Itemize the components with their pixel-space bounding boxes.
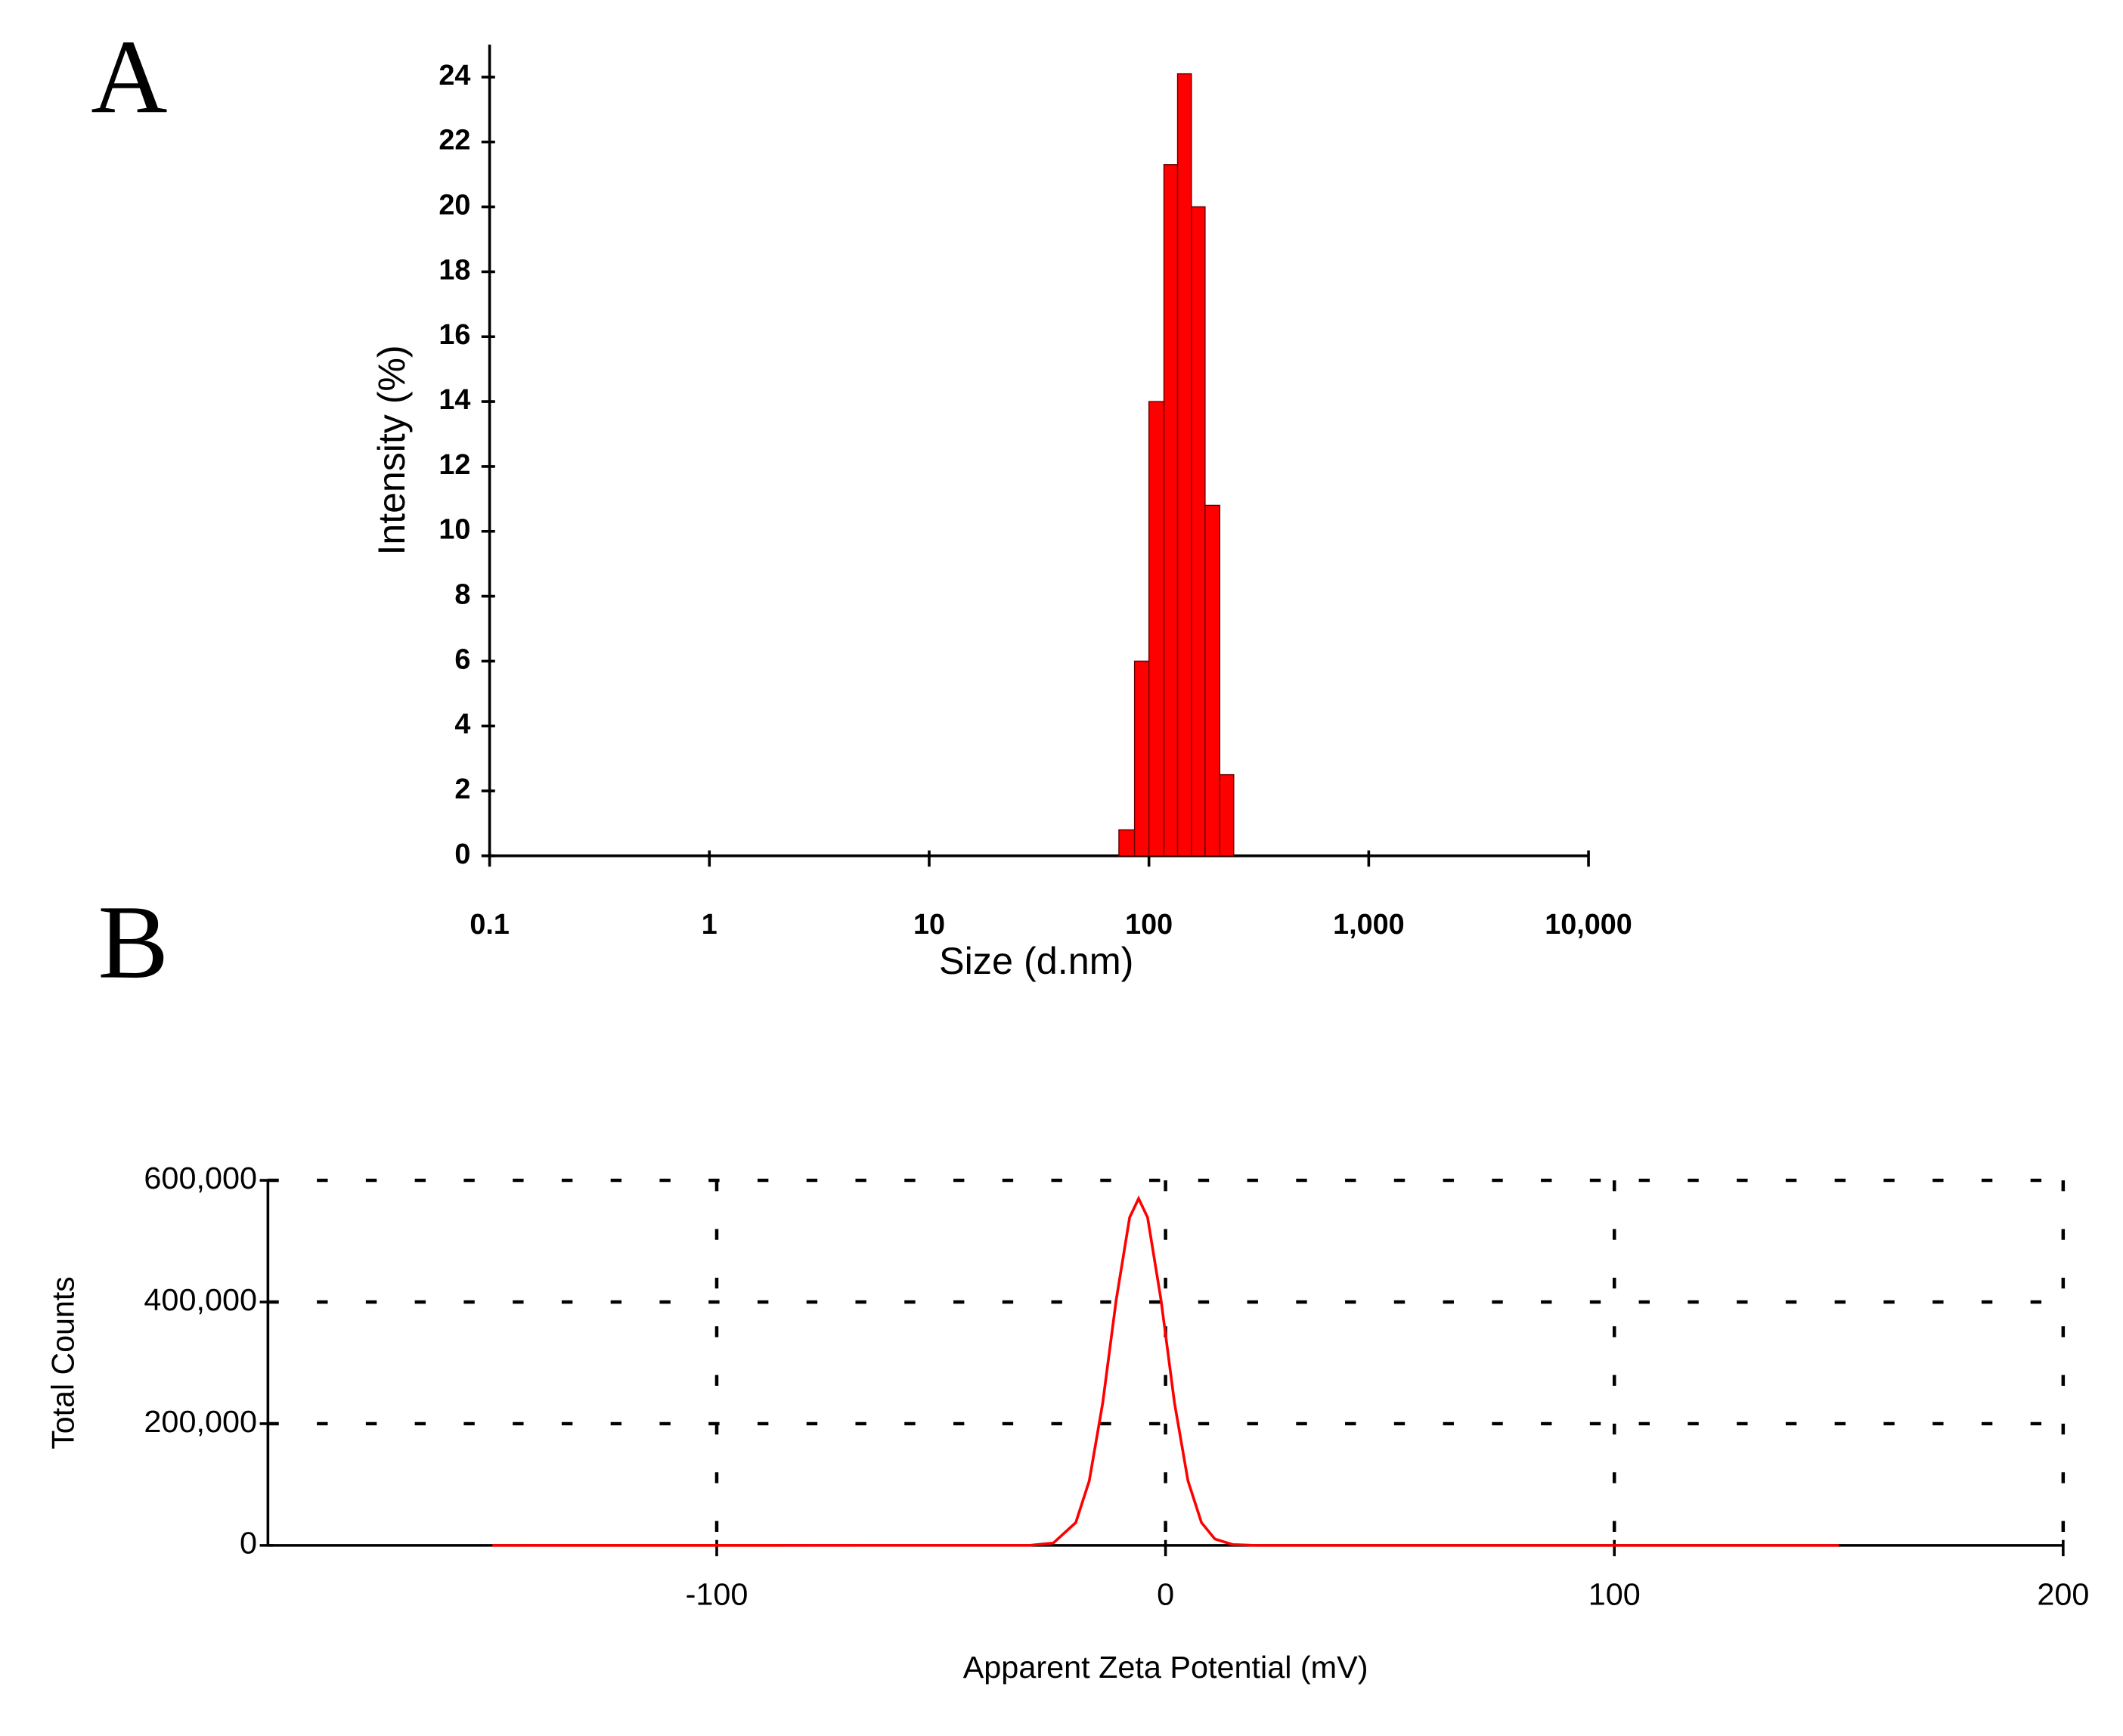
bar <box>1133 660 1150 857</box>
y-tick-label: 14 <box>439 383 470 415</box>
bar <box>1163 164 1179 857</box>
x-tick-label: 1 <box>702 908 717 940</box>
bar <box>1219 773 1235 857</box>
bar <box>1191 206 1206 857</box>
y-tick-label: 10 <box>439 513 470 545</box>
y-tick-label: 200,000 <box>144 1404 257 1439</box>
y-tick-label: 4 <box>454 708 470 739</box>
y-tick-label: 18 <box>439 253 470 285</box>
y-tick-label: 400,000 <box>144 1282 257 1317</box>
y-axis-label: Intensity (%) <box>370 345 413 555</box>
y-tick-label: 6 <box>454 643 470 674</box>
bar <box>1148 401 1165 857</box>
panel-label: A <box>91 19 167 136</box>
y-tick-label: 24 <box>439 59 470 91</box>
y-tick-label: 22 <box>439 124 470 156</box>
bar <box>1204 504 1221 857</box>
y-tick-label: 8 <box>454 578 470 610</box>
y-tick-label: 20 <box>439 189 470 221</box>
x-tick-label: -100 <box>686 1577 748 1612</box>
y-tick-label: 0 <box>454 838 470 870</box>
y-tick-label: 600,000 <box>144 1161 257 1195</box>
y-tick-label: 12 <box>439 448 470 480</box>
x-tick-label: 100 <box>1588 1577 1641 1612</box>
line <box>492 1195 1839 1547</box>
x-tick-label: 0 <box>1157 1577 1174 1612</box>
x-tick-label: 10 <box>913 908 945 940</box>
y-tick-label: 0 <box>240 1526 257 1561</box>
y-tick-label: 16 <box>439 318 470 350</box>
x-tick-label: 100 <box>1125 908 1173 940</box>
y-axis-label: Total Counts <box>45 1276 80 1449</box>
bar <box>1118 829 1136 857</box>
x-axis-label: Size (d.nm) <box>939 940 1133 982</box>
y-tick-label: 2 <box>454 773 470 804</box>
x-tick-label: 0.1 <box>470 908 510 940</box>
x-tick-label: 1,000 <box>1333 908 1405 940</box>
panel-label: B <box>98 884 169 1001</box>
x-tick-label: 200 <box>2037 1577 2089 1612</box>
bar <box>1176 73 1192 857</box>
x-tick-label: 10,000 <box>1545 908 1632 940</box>
x-axis-label: Apparent Zeta Potential (mV) <box>963 1650 1368 1685</box>
